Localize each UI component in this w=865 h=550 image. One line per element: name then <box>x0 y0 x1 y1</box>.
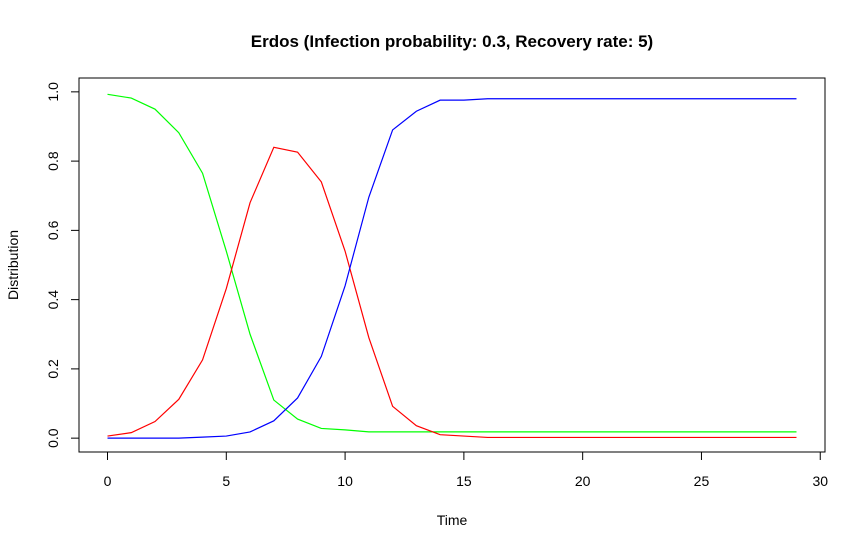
x-tick-label: 15 <box>456 473 472 489</box>
plot-frame <box>78 77 826 453</box>
y-tick-label: 1.0 <box>45 82 61 102</box>
series-line-1 <box>107 146 797 439</box>
y-tick-label: 0.2 <box>45 359 61 379</box>
x-tick-label: 10 <box>337 473 353 489</box>
y-axis: 0.0 0.2 0.4 0.6 0.8 1.0 <box>45 82 80 448</box>
x-tick-label: 20 <box>575 473 591 489</box>
x-axis: 0 5 10 15 20 25 30 <box>104 451 828 489</box>
series-line-0 <box>107 93 797 433</box>
x-tick-label: 25 <box>694 473 710 489</box>
x-tick-label: 5 <box>222 473 230 489</box>
y-tick-label: 0.6 <box>45 220 61 240</box>
series-lines <box>107 93 797 439</box>
y-axis-label: Distribution <box>5 230 21 300</box>
series-line-2 <box>107 98 797 439</box>
y-tick-label: 0.4 <box>45 290 61 310</box>
y-tick-label: 0.8 <box>45 151 61 171</box>
x-tick-label: 0 <box>104 473 112 489</box>
y-tick-label: 0.0 <box>45 428 61 448</box>
x-axis-label: Time <box>437 512 468 528</box>
x-tick-label: 30 <box>812 473 828 489</box>
chart-title: Erdos (Infection probability: 0.3, Recov… <box>251 32 653 51</box>
